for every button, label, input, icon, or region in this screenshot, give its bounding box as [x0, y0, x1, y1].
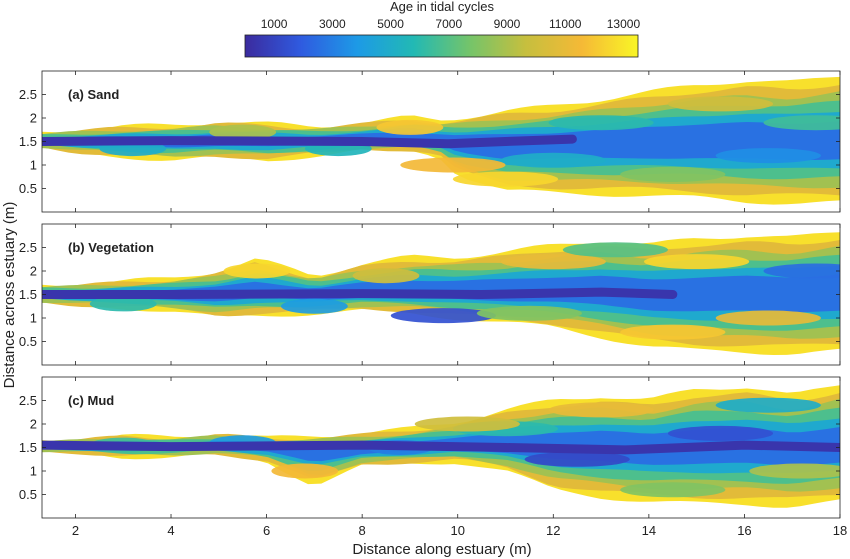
y-axis-label: Distance across estuary (m) — [1, 202, 18, 389]
y-tick-label: 0.5 — [19, 487, 37, 502]
age-patch — [271, 463, 339, 479]
age-patch — [667, 425, 774, 441]
age-patch — [281, 298, 348, 314]
age-patch — [620, 166, 726, 182]
main-channel — [42, 440, 840, 455]
age-patch — [390, 308, 496, 324]
x-tick-label: 18 — [833, 523, 847, 538]
age-patch — [715, 397, 821, 413]
colorbar-tick-label: 9000 — [494, 17, 521, 31]
age-patch — [644, 254, 750, 270]
age-patch — [500, 152, 606, 168]
x-axis-tick-labels: 2 4 6 8 10 12 14 16 18 — [72, 523, 847, 538]
colorbar-tick-label: 13000 — [607, 17, 641, 31]
panel-b-label: (b) Vegetation — [68, 240, 154, 255]
colorbar-title: Age in tidal cycles — [390, 0, 495, 14]
y-tick-label: 1 — [30, 464, 37, 479]
colorbar-tick-label: 5000 — [377, 17, 404, 31]
colorbar-tick-labels: 1000 3000 5000 7000 9000 11000 13000 — [261, 17, 641, 38]
age-patch — [715, 310, 821, 326]
panel-b-map — [42, 232, 840, 355]
y-tick-label: 1.5 — [19, 134, 37, 149]
y-tick-label: 2.5 — [19, 240, 37, 255]
age-patch — [548, 402, 654, 418]
age-patch — [763, 263, 840, 279]
panel-a-map — [42, 76, 840, 205]
colorbar: Age in tidal cycles 1000 3000 5000 7000 9000… — [244, 0, 641, 58]
y-tick-label: 0.5 — [19, 181, 37, 196]
colorbar-tick-label: 3000 — [319, 17, 346, 31]
age-patch — [763, 115, 840, 131]
y-tick-label: 2 — [30, 417, 37, 432]
age-patch — [749, 463, 840, 479]
colorbar-gradient — [244, 34, 639, 58]
panel-c: (c) Mud 0.5 1 1.5 2 2.5 — [19, 376, 841, 519]
main-channel — [42, 287, 678, 299]
age-patch — [223, 263, 291, 279]
colorbar-tick-label: 11000 — [549, 17, 582, 31]
age-patch — [452, 171, 559, 187]
x-tick-label: 8 — [359, 523, 366, 538]
x-axis-label: Distance along estuary (m) — [352, 541, 531, 558]
age-patch — [667, 96, 774, 112]
age-patch — [500, 254, 606, 270]
x-tick-label: 14 — [642, 523, 656, 538]
panel-a: (a) Sand 0.5 1 1.5 2 2.5 — [19, 70, 841, 213]
y-tick-label: 1 — [30, 311, 37, 326]
age-patch — [89, 296, 157, 312]
colorbar-tick-label: 1000 — [261, 17, 288, 31]
age-patch — [620, 482, 726, 498]
y-tick-label: 2.5 — [19, 393, 37, 408]
x-tick-label: 16 — [737, 523, 751, 538]
y-tick-label: 1 — [30, 158, 37, 173]
age-patch — [715, 148, 821, 164]
age-patch — [376, 119, 444, 135]
x-tick-label: 4 — [167, 523, 174, 538]
x-tick-label: 6 — [263, 523, 270, 538]
panel-b-y-ticks: 0.5 1 1.5 2 2.5 — [19, 224, 841, 365]
panel-b: (b) Vegetation 0.5 1 1.5 2 2.5 — [19, 223, 841, 366]
age-patch — [400, 157, 506, 173]
age-patch — [620, 324, 726, 340]
age-patch — [352, 268, 420, 284]
panel-a-y-ticks: 0.5 1 1.5 2 2.5 — [19, 71, 841, 212]
y-tick-label: 2 — [30, 264, 37, 279]
age-patch — [476, 305, 582, 321]
age-patch — [524, 451, 630, 467]
age-patch — [414, 416, 520, 432]
colorbar-tick-label: 7000 — [435, 17, 462, 31]
panel-c-map — [42, 385, 840, 508]
x-tick-label: 10 — [450, 523, 464, 538]
y-tick-label: 1.5 — [19, 287, 37, 302]
panel-c-label: (c) Mud — [68, 393, 114, 408]
age-patch — [209, 124, 277, 140]
panel-c-y-ticks: 0.5 1 1.5 2 2.5 — [19, 377, 841, 518]
y-tick-label: 2 — [30, 111, 37, 126]
y-tick-label: 0.5 — [19, 334, 37, 349]
y-tick-label: 1.5 — [19, 440, 37, 455]
x-tick-label: 12 — [546, 523, 560, 538]
y-tick-label: 2.5 — [19, 87, 37, 102]
age-patch — [562, 242, 669, 258]
panel-a-label: (a) Sand — [68, 87, 119, 102]
x-tick-label: 2 — [72, 523, 79, 538]
age-patch — [548, 115, 654, 131]
main-channel — [42, 134, 577, 149]
